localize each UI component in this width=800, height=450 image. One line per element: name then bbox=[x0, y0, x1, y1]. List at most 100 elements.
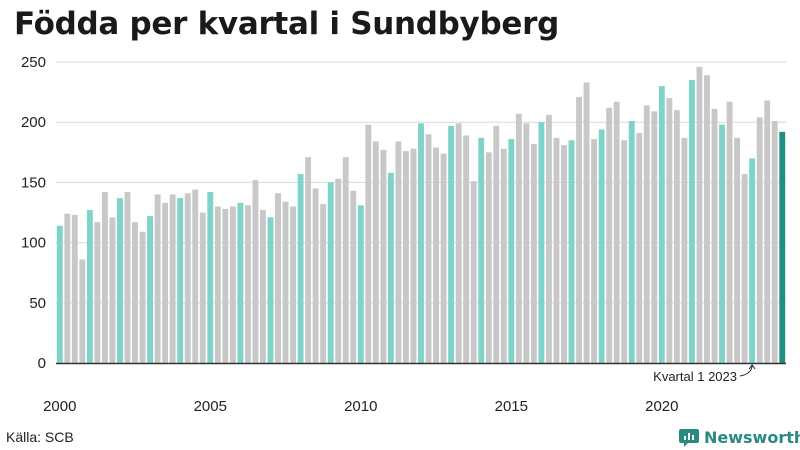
bar bbox=[154, 194, 161, 363]
bar bbox=[673, 110, 680, 363]
bar bbox=[538, 122, 545, 363]
bar bbox=[184, 193, 191, 363]
bar bbox=[357, 205, 364, 363]
bar bbox=[741, 173, 748, 363]
bar bbox=[297, 173, 304, 363]
bar bbox=[71, 214, 78, 363]
bar bbox=[327, 182, 334, 363]
bar bbox=[455, 123, 462, 364]
bar bbox=[711, 108, 718, 364]
bar bbox=[86, 210, 93, 363]
bar bbox=[372, 141, 379, 363]
annotation-label: Kvartal 1 2023 bbox=[653, 369, 737, 384]
bar bbox=[425, 134, 432, 363]
bar bbox=[139, 231, 146, 363]
bar bbox=[395, 141, 402, 363]
y-tick-label: 150 bbox=[21, 174, 46, 191]
bar bbox=[312, 188, 319, 363]
bar bbox=[591, 139, 598, 363]
bar bbox=[244, 205, 251, 363]
bar bbox=[696, 66, 703, 363]
bar bbox=[734, 137, 741, 363]
bar bbox=[275, 193, 281, 363]
bar bbox=[756, 117, 763, 363]
bar bbox=[387, 172, 394, 363]
bar bbox=[643, 105, 650, 364]
bar bbox=[214, 206, 221, 363]
bar bbox=[229, 206, 236, 363]
bar bbox=[418, 123, 424, 364]
bar bbox=[598, 129, 605, 363]
annotation-arrow bbox=[739, 364, 756, 377]
bar bbox=[561, 145, 567, 363]
bar bbox=[463, 135, 470, 363]
bar bbox=[636, 133, 643, 363]
bar bbox=[380, 149, 387, 363]
bar bbox=[192, 189, 199, 363]
bar bbox=[64, 213, 71, 363]
bar bbox=[508, 139, 515, 363]
bar bbox=[523, 123, 530, 364]
bar bbox=[305, 157, 312, 363]
bar bbox=[433, 147, 439, 363]
bar bbox=[440, 153, 447, 363]
bar bbox=[237, 202, 244, 363]
bar bbox=[290, 206, 296, 363]
bar bbox=[147, 216, 154, 363]
bar bbox=[621, 140, 628, 363]
bar bbox=[515, 113, 522, 363]
source-note: Källa: SCB bbox=[6, 429, 74, 445]
annotation: Kvartal 1 2023 bbox=[653, 364, 756, 384]
bar bbox=[568, 140, 575, 363]
brand-logo: Newsworthy bbox=[679, 427, 800, 447]
bar bbox=[117, 198, 123, 363]
bar bbox=[606, 107, 613, 363]
bar bbox=[222, 208, 229, 363]
bar bbox=[749, 158, 756, 363]
bar bbox=[207, 192, 214, 363]
bar bbox=[613, 101, 620, 364]
bar bbox=[94, 222, 101, 363]
bar bbox=[530, 143, 537, 363]
bar bbox=[726, 101, 733, 364]
bar bbox=[101, 192, 108, 363]
bar-chart-icon bbox=[679, 429, 699, 447]
chart-title: Födda per kvartal i Sundbyberg bbox=[14, 6, 559, 42]
bar bbox=[350, 190, 357, 363]
bar bbox=[546, 114, 552, 363]
bar bbox=[410, 148, 417, 363]
bar bbox=[666, 98, 673, 364]
bar bbox=[576, 96, 582, 363]
bar bbox=[478, 137, 485, 363]
bar bbox=[56, 225, 63, 363]
bar bbox=[132, 222, 138, 363]
bar bbox=[252, 179, 259, 363]
y-axis-ticks: 0 50 100 150 200 250 bbox=[21, 54, 46, 372]
x-axis-ticks: 2000 2005 2010 2015 2020 bbox=[43, 398, 678, 415]
bar bbox=[681, 137, 688, 363]
bar bbox=[124, 192, 131, 363]
x-tick-label: 2005 bbox=[194, 398, 227, 415]
bar bbox=[177, 198, 184, 363]
bar bbox=[470, 181, 477, 363]
y-tick-label: 100 bbox=[21, 235, 46, 252]
bar bbox=[109, 217, 116, 363]
bar bbox=[500, 148, 507, 363]
bar bbox=[771, 120, 778, 363]
bar bbox=[79, 259, 86, 363]
y-tick-label: 0 bbox=[38, 355, 46, 372]
bar bbox=[485, 152, 492, 363]
x-tick-label: 2015 bbox=[495, 398, 528, 415]
x-tick-label: 2000 bbox=[43, 398, 76, 415]
bar bbox=[704, 75, 710, 363]
bar bbox=[448, 125, 455, 363]
bar bbox=[199, 212, 206, 363]
bar bbox=[583, 82, 590, 363]
bar bbox=[493, 125, 500, 363]
x-tick-label: 2010 bbox=[344, 398, 377, 415]
bar bbox=[335, 178, 342, 363]
bar bbox=[719, 124, 725, 363]
y-tick-label: 200 bbox=[21, 114, 46, 131]
bar bbox=[342, 157, 349, 363]
